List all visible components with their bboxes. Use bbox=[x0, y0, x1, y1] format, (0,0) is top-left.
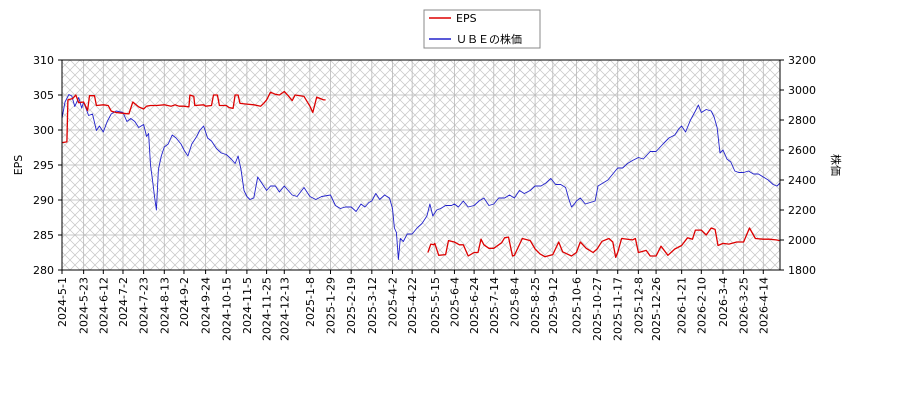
right-axis: 1800 2000 2200 2400 2600 2800 3000 3200 bbox=[780, 54, 816, 277]
left-tick-label: 305 bbox=[33, 89, 54, 102]
x-tick-label: 2025-2-19 bbox=[345, 277, 358, 334]
eps-line-segment-1 bbox=[427, 227, 781, 259]
x-tick-label: 2026-3-4 bbox=[717, 277, 730, 327]
x-tick-label: 2026-3-25 bbox=[738, 277, 751, 334]
x-tick-label: 2024-7-23 bbox=[138, 277, 151, 334]
legend-label-eps: EPS bbox=[456, 12, 477, 25]
x-tick-label: 2025-9-12 bbox=[547, 277, 560, 334]
right-tick-label: 2000 bbox=[788, 234, 816, 247]
price-line-segment-0 bbox=[61, 94, 781, 260]
series-layer bbox=[61, 90, 781, 260]
x-tick-label: 2025-12-26 bbox=[650, 277, 663, 341]
x-tick-label: 2024-5-23 bbox=[78, 277, 91, 334]
left-tick-label: 285 bbox=[33, 229, 54, 242]
legend: EPS ＵＢＥの株価 bbox=[423, 9, 541, 49]
legend-label-price: ＵＢＥの株価 bbox=[456, 32, 522, 46]
x-tick-label: 2024-7-2 bbox=[117, 277, 130, 327]
left-tick-label: 280 bbox=[33, 264, 54, 277]
x-tick-label: 2025-8-4 bbox=[508, 277, 521, 327]
left-tick-label: 300 bbox=[33, 124, 54, 137]
x-tick-label: 2025-11-17 bbox=[612, 277, 625, 341]
x-tick-label: 2025-4-22 bbox=[406, 277, 419, 334]
y-axis-label-right: 株価 bbox=[829, 154, 843, 176]
x-tick-label: 2025-6-24 bbox=[468, 277, 481, 334]
right-tick-label: 1800 bbox=[788, 264, 816, 277]
x-tick-label: 2025-4-2 bbox=[386, 277, 399, 327]
left-tick-label: 290 bbox=[33, 194, 54, 207]
right-tick-label: 2600 bbox=[788, 144, 816, 157]
right-tick-label: 2200 bbox=[788, 204, 816, 217]
x-tick-label: 2025-6-4 bbox=[448, 277, 461, 327]
x-tick-label: 2026-2-10 bbox=[695, 277, 708, 334]
x-tick-label: 2025-7-14 bbox=[488, 277, 501, 334]
x-tick-label: 2024-12-13 bbox=[278, 277, 291, 341]
eps-line-segment-0 bbox=[61, 90, 326, 144]
x-tick-label: 2026-1-21 bbox=[676, 277, 689, 334]
x-tick-label: 2025-3-12 bbox=[366, 277, 379, 334]
left-tick-label: 310 bbox=[33, 54, 54, 67]
right-tick-label: 3200 bbox=[788, 54, 816, 67]
x-tick-label: 2024-5-1 bbox=[56, 277, 69, 327]
x-tick-label: 2025-1-29 bbox=[325, 277, 338, 334]
right-tick-label: 2400 bbox=[788, 174, 816, 187]
x-tick-label: 2026-4-14 bbox=[757, 277, 770, 334]
left-axis: 280 285 290 295 300 305 310 bbox=[33, 54, 62, 277]
x-tick-label: 2025-12-8 bbox=[632, 277, 645, 334]
x-tick-label: 2024-10-15 bbox=[220, 277, 233, 341]
x-tick-label: 2024-9-2 bbox=[178, 277, 191, 327]
legend-box bbox=[423, 9, 541, 49]
grid bbox=[61, 59, 780, 271]
right-tick-label: 3000 bbox=[788, 84, 816, 97]
x-tick-label: 2025-5-15 bbox=[429, 277, 442, 334]
x-axis: 2024-5-1 2024-5-23 2024-6-12 2024-7-2 2024-7… bbox=[56, 270, 770, 341]
x-tick-label: 2024-9-24 bbox=[200, 277, 213, 334]
x-tick-label: 2025-10-27 bbox=[591, 277, 604, 341]
x-tick-label: 2025-10-6 bbox=[570, 277, 583, 334]
y-axis-label-left: EPS bbox=[12, 155, 25, 176]
x-tick-label: 2025-1-8 bbox=[304, 277, 317, 327]
x-tick-label: 2024-6-12 bbox=[97, 277, 110, 334]
x-tick-label: 2024-11-5 bbox=[241, 277, 254, 334]
x-tick-label: 2024-11-25 bbox=[261, 277, 274, 341]
left-tick-label: 295 bbox=[33, 159, 54, 172]
right-tick-label: 2800 bbox=[788, 114, 816, 127]
x-tick-label: 2024-8-13 bbox=[158, 277, 171, 334]
x-tick-label: 2025-8-25 bbox=[529, 277, 542, 334]
